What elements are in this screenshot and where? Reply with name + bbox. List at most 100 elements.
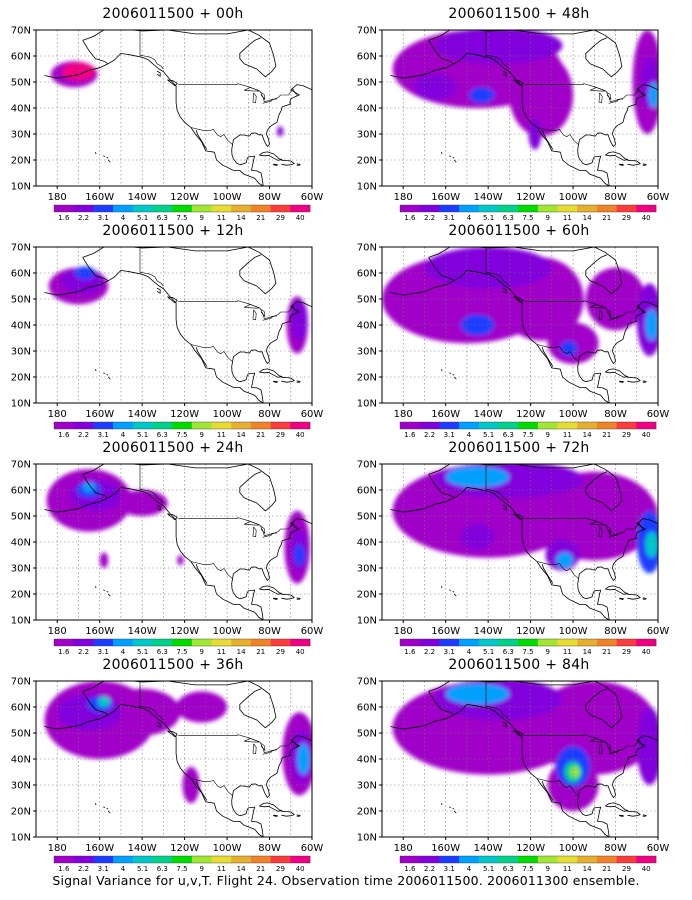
colorbar-label: 1.6 (404, 214, 416, 222)
country-border (524, 83, 644, 102)
lon-tick-label: 120W (516, 843, 545, 854)
colorbar-label: 21 (602, 648, 611, 656)
lat-tick-label: 30N (11, 347, 31, 358)
colorbar-label: 21 (602, 865, 611, 873)
colorbar-label: 14 (583, 431, 592, 439)
variance-region (99, 552, 109, 568)
colorbar-swatch (93, 205, 114, 212)
coastline (231, 735, 312, 837)
lon-tick-label: 180 (394, 192, 413, 203)
colorbar-label: 2.2 (78, 431, 89, 439)
coastline (44, 691, 109, 730)
coastline (390, 691, 455, 730)
colorbar-label: 4 (467, 214, 472, 222)
lon-tick-label: 160W (431, 192, 460, 203)
colorbar-label: 29 (276, 865, 285, 873)
colorbar-label: 5.1 (137, 648, 148, 656)
lat-tick-label: 60N (11, 269, 31, 280)
lake-outline (608, 100, 618, 104)
colorbar-frame (53, 638, 311, 647)
variance-region (82, 482, 96, 493)
coastline (259, 585, 283, 595)
lat-tick-label: 30N (11, 781, 31, 792)
colorbar-label: 2.2 (424, 214, 435, 222)
map-plot: 10N 20N 30N 40N 50N 60N 70N 180 160W 140W 120W 100W… (357, 677, 670, 874)
lon-tick-label: 140W (128, 626, 157, 637)
lake-outline (616, 98, 624, 100)
coastline (513, 730, 524, 738)
lon-tick-label: 120W (516, 192, 545, 203)
lon-tick-label: 160W (431, 843, 460, 854)
colorbar-label: 5.1 (483, 648, 494, 656)
colorbar-label: 4 (121, 431, 126, 439)
plot-area (36, 464, 312, 620)
colorbar-label: 1.6 (404, 431, 416, 439)
colorbar-frame (399, 855, 657, 864)
coastline (453, 376, 457, 380)
variance-region (182, 766, 200, 804)
coastline (642, 163, 647, 166)
lat-tick-label: 20N (357, 807, 377, 818)
colorbar-label: 6.3 (503, 214, 514, 222)
colorbar-label: 6.3 (503, 865, 514, 873)
colorbar-label: 5.1 (483, 865, 494, 873)
lake-outline (270, 315, 278, 317)
colorbar-swatch (172, 856, 193, 863)
colorbar-swatch (400, 205, 420, 212)
colorbar-label: 40 (642, 648, 651, 656)
lat-tick-label: 70N (357, 460, 377, 471)
lat-tick-label: 30N (357, 564, 377, 575)
coastline (642, 814, 647, 817)
colorbar-swatch (290, 639, 311, 646)
colorbar-swatch (172, 639, 193, 646)
coastline (453, 159, 457, 163)
colorbar-swatch (250, 856, 271, 863)
plot-area (382, 681, 658, 837)
lon-tick-label: 120W (170, 409, 199, 420)
coastline (605, 802, 629, 812)
panel-48h: 2006011500 + 48h 10N 20N 30N 40N 50N 60N 70N 18… (346, 0, 692, 222)
country-border (536, 561, 579, 579)
colorbar-label: 4 (121, 648, 126, 656)
colorbar-label: 11 (217, 648, 226, 656)
lake-outline (608, 317, 618, 321)
lat-tick-label: 20N (11, 156, 31, 167)
coastline (195, 129, 208, 150)
coastline (642, 597, 647, 600)
lat-tick-label: 40N (357, 538, 377, 549)
colorbar-label: 14 (237, 865, 246, 873)
coastline (95, 803, 97, 806)
variance-field (46, 469, 310, 584)
panel-60h: 2006011500 + 60h 10N 20N 30N 40N 50N 60N 70N 18… (346, 217, 692, 439)
map-plot: 10N 20N 30N 40N 50N 60N 70N 180 160W 140W 120W 100W… (357, 243, 670, 440)
lon-tick-label: 80W (258, 843, 281, 854)
country-border (485, 31, 510, 70)
colorbar-swatch (191, 639, 212, 646)
map-plot: 10N 20N 30N 40N 50N 60N 70N 180 160W 140W 120W 100W… (11, 26, 324, 223)
coastline (231, 301, 312, 403)
colorbar-swatch (636, 422, 657, 429)
colorbar-swatch (459, 422, 480, 429)
colorbar-label: 11 (563, 431, 572, 439)
lat-tick-label: 10N (11, 833, 31, 844)
lon-tick-label: 100W (213, 843, 242, 854)
lat-tick-label: 50N (11, 295, 31, 306)
coastline (281, 810, 295, 817)
coastline (428, 247, 616, 261)
lat-tick-label: 40N (357, 321, 377, 332)
coastline (156, 721, 161, 728)
colorbar-swatch (616, 205, 637, 212)
colorbar-swatch (478, 639, 499, 646)
lat-tick-label: 10N (357, 399, 377, 410)
country-border (524, 734, 644, 753)
coastline (103, 155, 105, 157)
colorbar-label: 14 (583, 648, 592, 656)
coastline (156, 70, 161, 77)
map-plot: 10N 20N 30N 40N 50N 60N 70N 180 160W 140W 120W 100W… (11, 677, 324, 874)
colorbar-swatch (290, 856, 311, 863)
lake-outline (270, 98, 278, 100)
colorbar-swatch (518, 639, 539, 646)
lat-tick-label: 70N (11, 26, 31, 37)
map-plot: 10N 20N 30N 40N 50N 60N 70N 180 160W 140W 120W 100W… (11, 460, 324, 657)
lake-outline (262, 534, 272, 538)
